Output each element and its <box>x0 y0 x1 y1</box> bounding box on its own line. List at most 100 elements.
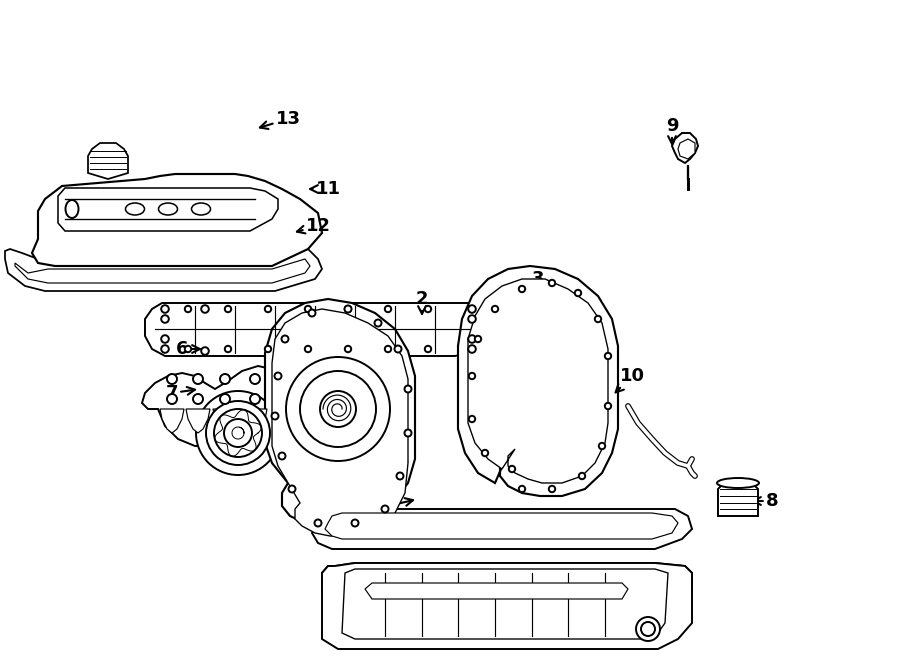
Circle shape <box>220 374 230 384</box>
Circle shape <box>345 346 351 352</box>
Circle shape <box>404 430 411 436</box>
Circle shape <box>549 280 555 286</box>
Polygon shape <box>160 409 184 433</box>
Polygon shape <box>272 309 408 536</box>
Circle shape <box>641 622 655 636</box>
Circle shape <box>575 290 581 296</box>
Circle shape <box>265 346 271 352</box>
Circle shape <box>250 374 260 384</box>
Circle shape <box>345 306 351 312</box>
Circle shape <box>193 394 203 404</box>
Circle shape <box>385 346 392 352</box>
Polygon shape <box>15 259 310 283</box>
Circle shape <box>468 335 476 343</box>
Text: 8: 8 <box>753 492 778 510</box>
Circle shape <box>382 506 389 512</box>
Text: 2: 2 <box>416 290 428 314</box>
Ellipse shape <box>125 203 145 215</box>
Ellipse shape <box>158 203 177 215</box>
Ellipse shape <box>66 200 78 218</box>
Circle shape <box>508 466 515 472</box>
Polygon shape <box>468 279 608 483</box>
Polygon shape <box>458 266 618 496</box>
Polygon shape <box>142 366 292 446</box>
Circle shape <box>220 394 230 404</box>
Circle shape <box>225 346 231 352</box>
Circle shape <box>579 473 585 479</box>
Circle shape <box>196 391 280 475</box>
Circle shape <box>224 419 252 447</box>
Circle shape <box>184 306 191 312</box>
Circle shape <box>518 286 526 292</box>
Circle shape <box>167 374 177 384</box>
Circle shape <box>469 373 475 379</box>
Circle shape <box>193 374 203 384</box>
Text: 3: 3 <box>532 270 544 294</box>
Circle shape <box>397 473 403 479</box>
Text: 12: 12 <box>297 217 330 235</box>
Circle shape <box>425 346 431 352</box>
Circle shape <box>394 346 401 352</box>
Circle shape <box>491 306 499 312</box>
Polygon shape <box>265 299 415 526</box>
Circle shape <box>167 394 177 404</box>
Circle shape <box>161 345 169 353</box>
Polygon shape <box>32 174 322 266</box>
Ellipse shape <box>717 478 759 488</box>
Polygon shape <box>312 509 692 549</box>
Circle shape <box>314 520 321 527</box>
Polygon shape <box>243 409 267 433</box>
Text: 1: 1 <box>216 420 240 438</box>
Circle shape <box>475 336 482 342</box>
Circle shape <box>345 305 352 313</box>
Text: 13: 13 <box>260 110 301 129</box>
Circle shape <box>265 306 271 312</box>
Circle shape <box>225 306 231 312</box>
Circle shape <box>595 316 601 322</box>
Circle shape <box>374 319 382 327</box>
Polygon shape <box>88 143 128 179</box>
Circle shape <box>289 485 295 492</box>
Circle shape <box>468 305 476 313</box>
Text: 10: 10 <box>616 367 644 393</box>
Circle shape <box>320 391 356 427</box>
Circle shape <box>425 306 431 312</box>
Circle shape <box>161 335 169 343</box>
Circle shape <box>274 373 282 379</box>
Circle shape <box>250 394 260 404</box>
Circle shape <box>482 449 488 456</box>
Circle shape <box>161 315 169 323</box>
Polygon shape <box>342 569 668 639</box>
Polygon shape <box>672 133 698 163</box>
Circle shape <box>305 346 311 352</box>
Circle shape <box>282 336 289 342</box>
Text: 7: 7 <box>166 384 195 402</box>
Text: 4: 4 <box>422 580 454 598</box>
Polygon shape <box>678 139 695 159</box>
Polygon shape <box>58 188 278 231</box>
Circle shape <box>469 416 475 422</box>
Polygon shape <box>213 409 237 433</box>
Polygon shape <box>365 583 628 599</box>
Circle shape <box>161 305 169 313</box>
Polygon shape <box>322 563 692 649</box>
Circle shape <box>468 315 476 323</box>
Polygon shape <box>145 303 495 356</box>
Circle shape <box>549 486 555 492</box>
Circle shape <box>636 617 660 641</box>
Circle shape <box>404 385 411 393</box>
Circle shape <box>598 443 605 449</box>
Circle shape <box>305 306 311 312</box>
Circle shape <box>278 453 285 459</box>
Polygon shape <box>186 409 210 433</box>
Circle shape <box>468 345 476 353</box>
Circle shape <box>385 306 392 312</box>
Circle shape <box>214 409 262 457</box>
Text: 9: 9 <box>666 117 679 144</box>
Circle shape <box>300 371 376 447</box>
Circle shape <box>286 357 390 461</box>
Polygon shape <box>322 563 692 606</box>
Circle shape <box>309 309 316 317</box>
Ellipse shape <box>192 203 211 215</box>
Text: 6: 6 <box>176 340 200 358</box>
